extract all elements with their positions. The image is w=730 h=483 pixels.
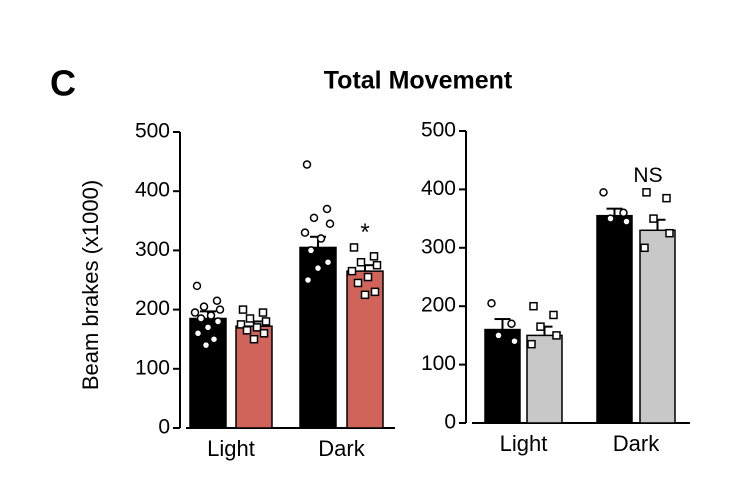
data-point xyxy=(360,290,370,300)
data-point xyxy=(300,228,310,237)
data-point xyxy=(619,208,628,218)
data-point xyxy=(507,319,516,328)
bar xyxy=(596,214,633,424)
data-point xyxy=(356,257,366,267)
data-point xyxy=(369,252,379,261)
data-point xyxy=(190,308,200,317)
y-tick-label: 400 xyxy=(421,177,456,200)
data-point xyxy=(370,287,380,297)
data-point xyxy=(309,213,319,223)
bar xyxy=(639,229,676,424)
y-tick-label: 300 xyxy=(421,235,456,258)
data-point xyxy=(252,323,262,332)
x-tick-label: Light xyxy=(500,431,548,456)
data-point xyxy=(494,331,503,340)
data-point xyxy=(640,243,649,253)
data-point xyxy=(349,243,359,252)
data-point xyxy=(258,308,268,317)
y-tick-label: 0 xyxy=(158,416,170,439)
data-point xyxy=(353,278,363,288)
annotation: NS xyxy=(633,164,662,187)
y-tick-label: 200 xyxy=(421,294,456,317)
data-point xyxy=(313,263,323,273)
data-point xyxy=(549,310,558,320)
y-tick-label: 400 xyxy=(135,179,170,202)
data-point xyxy=(259,329,269,338)
data-point xyxy=(347,266,357,276)
data-point xyxy=(213,317,223,326)
y-tick-label: 0 xyxy=(444,411,456,434)
data-point xyxy=(325,219,335,229)
data-point xyxy=(245,314,255,323)
data-point xyxy=(249,334,259,344)
y-tick-label: 500 xyxy=(135,120,170,143)
data-point xyxy=(510,336,519,346)
x-tick-label: Light xyxy=(207,436,255,461)
data-point xyxy=(242,326,252,335)
data-point xyxy=(363,272,373,282)
data-point xyxy=(212,296,222,305)
data-point xyxy=(302,160,312,169)
data-point xyxy=(193,329,203,338)
data-point xyxy=(487,299,496,308)
panel-label: C xyxy=(50,63,76,104)
y-tick-label: 100 xyxy=(421,352,456,375)
chart-title: Total Movement xyxy=(324,67,513,95)
y-tick-label: 500 xyxy=(421,119,456,142)
data-point xyxy=(536,322,545,331)
data-point xyxy=(199,302,209,311)
y-tick-label: 100 xyxy=(135,356,170,379)
data-point xyxy=(642,188,651,197)
data-point xyxy=(196,314,206,323)
x-tick-label: Dark xyxy=(318,436,365,461)
bar xyxy=(526,334,563,424)
bar xyxy=(189,317,227,429)
data-point xyxy=(622,217,631,226)
bar xyxy=(299,246,337,429)
data-point xyxy=(599,188,608,197)
data-point xyxy=(529,301,538,311)
data-point xyxy=(662,193,671,203)
data-point xyxy=(215,305,225,314)
data-point xyxy=(303,275,313,285)
x-tick-label: Dark xyxy=(613,431,660,456)
data-point xyxy=(322,204,332,214)
data-point xyxy=(606,214,615,223)
y-tick-label: 200 xyxy=(135,297,170,320)
data-point xyxy=(316,234,326,243)
data-point xyxy=(206,311,216,320)
data-point xyxy=(527,339,536,349)
data-point xyxy=(552,331,561,340)
data-point xyxy=(323,257,333,267)
data-point xyxy=(203,323,213,332)
y-axis-label: Beam brakes (x1000) xyxy=(78,180,103,390)
data-point xyxy=(649,214,658,223)
data-point xyxy=(192,281,202,291)
data-point xyxy=(372,260,382,270)
data-point xyxy=(665,228,674,238)
data-point xyxy=(306,246,316,255)
data-point xyxy=(261,317,271,326)
data-point xyxy=(209,334,219,344)
data-point xyxy=(236,320,246,329)
data-point xyxy=(201,340,211,350)
y-tick-label: 300 xyxy=(135,238,170,261)
annotation: * xyxy=(360,219,369,246)
data-point xyxy=(238,305,248,314)
